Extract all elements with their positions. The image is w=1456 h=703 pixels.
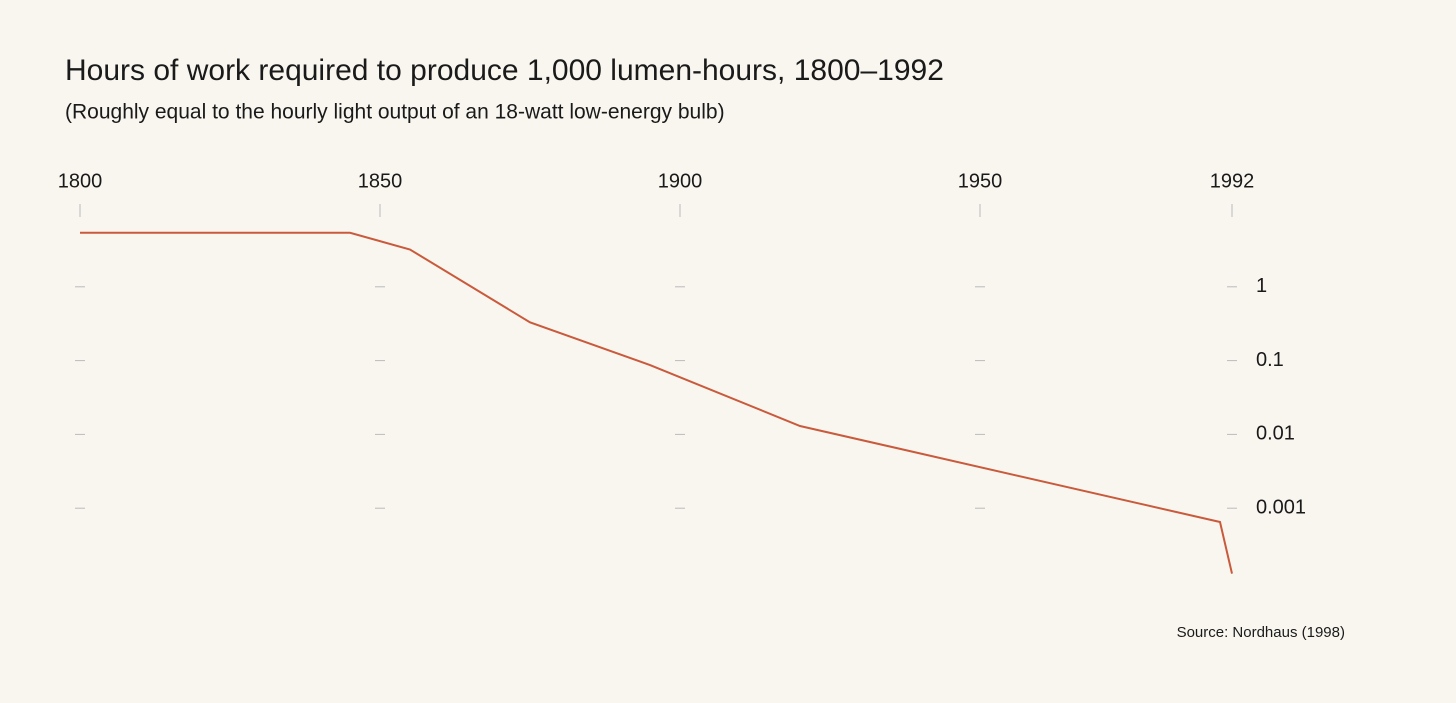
y-tick-label: 0.1 bbox=[1256, 349, 1284, 371]
y-tick-label: 0.01 bbox=[1256, 423, 1295, 445]
x-tick-label: 1900 bbox=[658, 170, 703, 192]
x-tick-label: 1800 bbox=[58, 170, 103, 192]
data-line bbox=[80, 231, 1233, 574]
x-tick-label: 1850 bbox=[358, 170, 403, 192]
y-tick-label: 0.001 bbox=[1256, 496, 1306, 518]
x-tick-label: 1950 bbox=[958, 170, 1003, 192]
chart-subtitle: (Roughly equal to the hourly light outpu… bbox=[65, 101, 725, 124]
x-tick-label: 1992 bbox=[1210, 170, 1255, 192]
source-note: Source: Nordhaus (1998) bbox=[1177, 624, 1345, 641]
chart-title: Hours of work required to produce 1,000 … bbox=[65, 54, 944, 87]
y-tick-label: 1 bbox=[1256, 275, 1267, 297]
